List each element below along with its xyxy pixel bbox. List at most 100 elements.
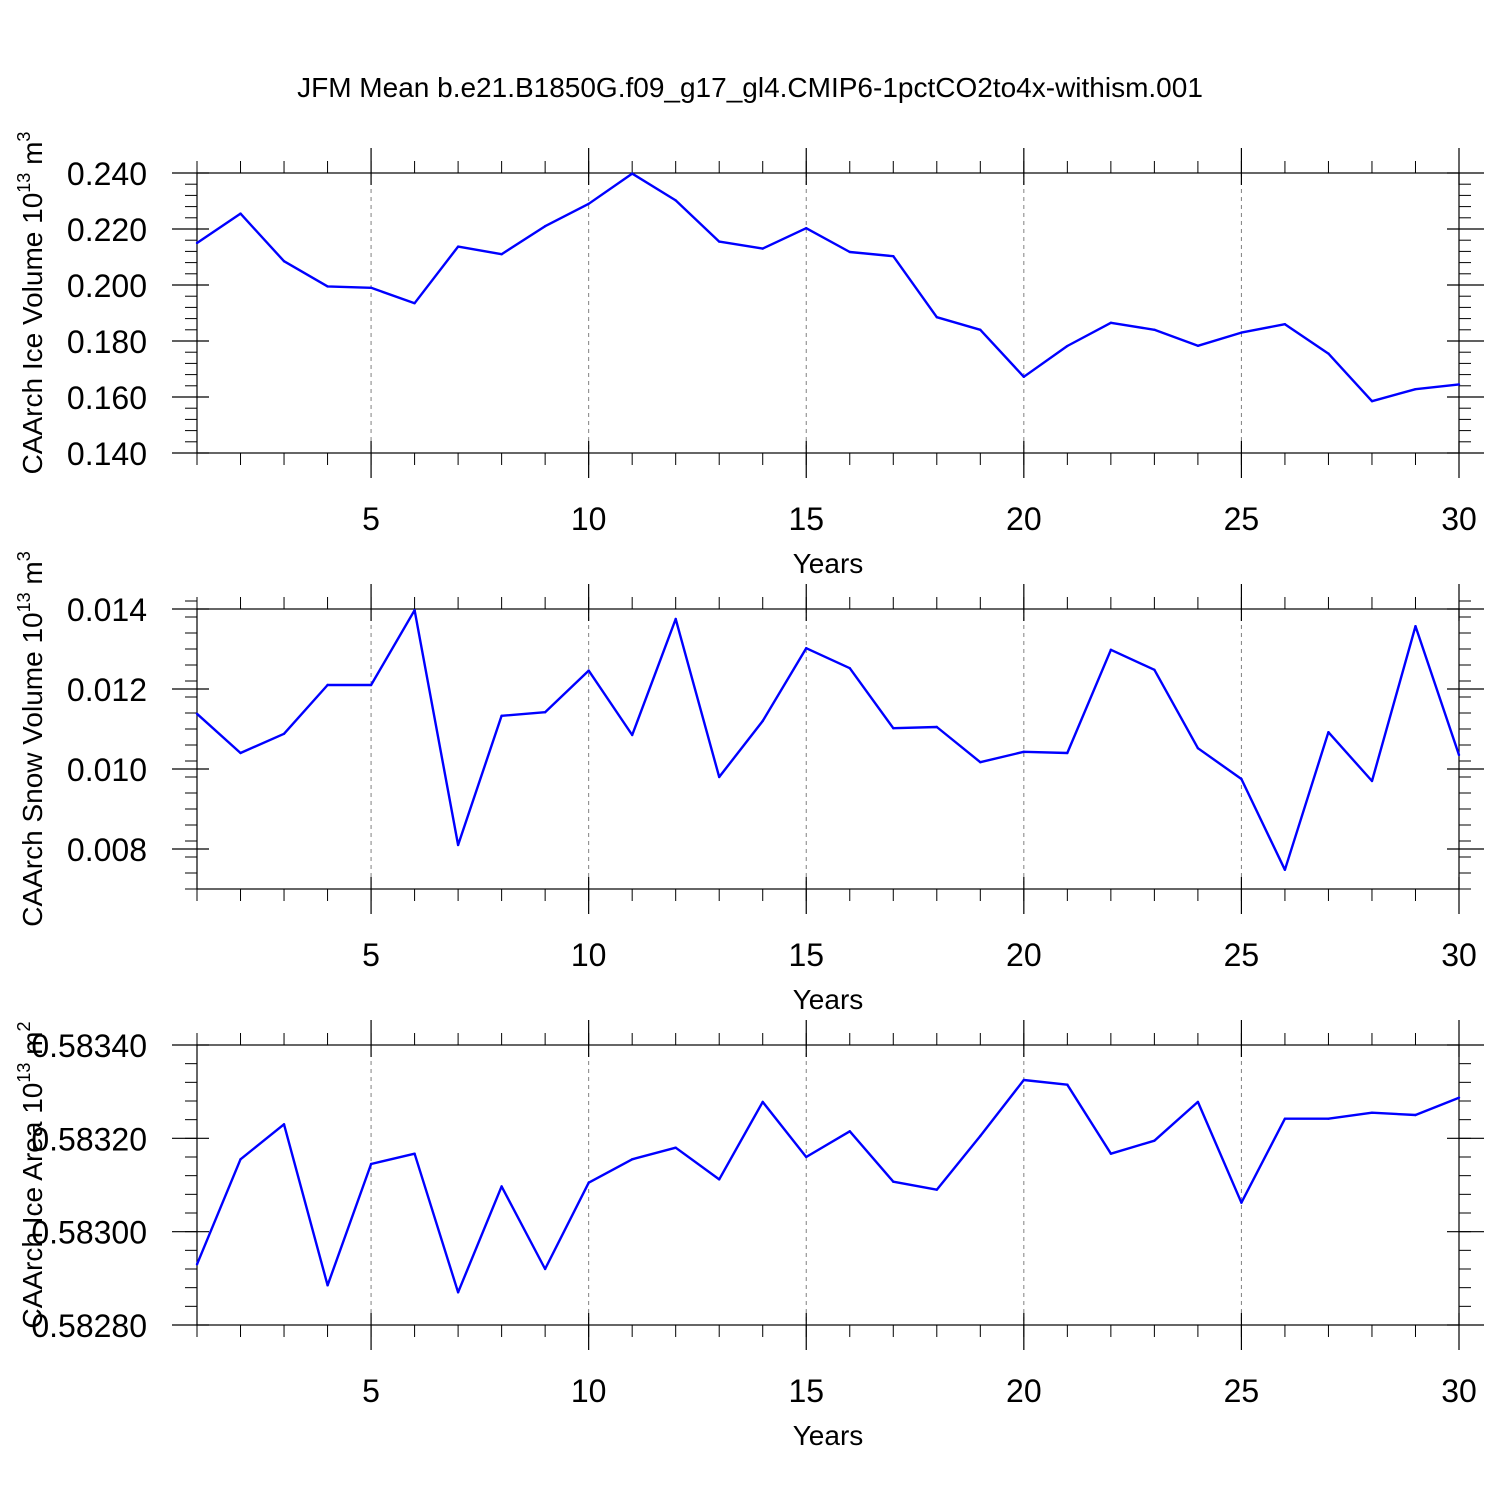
data-point [1370, 400, 1374, 403]
data-point [239, 1158, 242, 1161]
y-tick-label: 0.58320 [31, 1121, 147, 1157]
data-point [892, 1180, 895, 1183]
data-point [1283, 323, 1287, 326]
x-axis-label: Years [793, 984, 864, 1015]
y-tick-label: 0.012 [67, 672, 147, 708]
data-point [282, 732, 286, 735]
y-axis-label: CAArch Snow Volume 1013 m3 [14, 551, 48, 927]
data-point [1066, 344, 1069, 348]
data-point [413, 1152, 416, 1155]
data-point [1457, 753, 1461, 757]
x-tick-label: 15 [788, 501, 824, 537]
plot-frame [196, 608, 1460, 890]
data-point [1109, 321, 1113, 324]
data-point [1414, 387, 1417, 391]
x-tick-label: 15 [788, 937, 824, 973]
data-point [587, 669, 590, 672]
data-point [369, 286, 373, 289]
data-point [1414, 1113, 1417, 1117]
panel-1: 5 10 15 20 25 30 0.140 0.160 0.180 0.200 0.220 0.24… [14, 132, 1484, 579]
x-tick-label: 30 [1441, 501, 1477, 537]
data-point [718, 775, 721, 779]
data-point [543, 1267, 547, 1271]
data-point [326, 683, 329, 687]
y-tick-label: 0.010 [67, 752, 147, 788]
y-axis-label-unit-exponent: 3 [14, 132, 34, 142]
data-point [935, 725, 938, 729]
y-tick-label: 0.200 [67, 268, 147, 304]
y-tick-label: 0.220 [67, 212, 147, 248]
data-point [500, 1185, 503, 1188]
y-tick-label: 0.58280 [31, 1308, 147, 1344]
data-point [500, 253, 503, 256]
data-point [848, 250, 851, 254]
plot-frame [196, 1044, 1460, 1326]
data-point [195, 1263, 199, 1266]
data-series-line [196, 609, 1461, 871]
x-tick-label: 30 [1441, 1373, 1477, 1409]
x-tick-label: 25 [1224, 1373, 1260, 1409]
y-tick-label: 0.008 [67, 832, 147, 868]
x-tick-label: 10 [571, 501, 607, 537]
data-point [1240, 777, 1243, 781]
data-point [848, 667, 851, 670]
data-point [587, 202, 590, 205]
x-tick-label: 5 [362, 937, 380, 973]
data-point [1283, 1117, 1287, 1120]
y-axis-label-exponent: 13 [14, 592, 34, 612]
data-point [674, 1146, 677, 1149]
data-point [239, 212, 242, 215]
data-point [1457, 383, 1461, 386]
y-tick-label: 0.140 [67, 436, 147, 472]
data-point [456, 245, 460, 248]
data-point [543, 711, 547, 714]
y-axis-label-unit: m [17, 561, 48, 592]
data-point [892, 727, 895, 730]
y-tick-label: 0.180 [67, 324, 147, 360]
data-point [630, 172, 634, 175]
data-point [805, 226, 808, 230]
data-point [1109, 648, 1113, 651]
data-point [326, 285, 329, 288]
data-point [718, 1178, 721, 1181]
data-point [1196, 747, 1200, 750]
data-point [239, 751, 242, 755]
data-point [326, 1284, 329, 1287]
data-point [1022, 1078, 1026, 1082]
x-tick-label: 10 [571, 937, 607, 973]
y-axis-label-exponent: 13 [14, 1063, 34, 1083]
data-point [892, 254, 895, 258]
data-point [979, 328, 982, 331]
data-point [1240, 331, 1243, 334]
x-tick-label: 10 [571, 1373, 607, 1409]
data-point [1022, 375, 1026, 379]
figure-title: JFM Mean b.e21.B1850G.f09_g17_gl4.CMIP6-… [297, 72, 1203, 103]
data-point [630, 733, 634, 737]
y-axis-label-exponent: 13 [14, 173, 34, 193]
y-axis-label-text: CAArch Snow Volume 10 [17, 612, 48, 926]
x-tick-label: 5 [362, 501, 380, 537]
data-point [1196, 344, 1200, 347]
x-tick-label: 20 [1006, 937, 1042, 973]
data-point [282, 1123, 286, 1126]
panel-2: 5 10 15 20 25 30 0.008 0.010 0.012 0.014 Years CAAr… [14, 551, 1484, 1015]
data-point [456, 1291, 460, 1294]
data-point [587, 1181, 590, 1184]
data-point [1153, 668, 1156, 671]
data-point [805, 1155, 808, 1159]
data-point [935, 1188, 938, 1191]
data-point [935, 316, 938, 319]
data-point [1327, 352, 1330, 355]
y-tick-label: 0.58300 [31, 1215, 147, 1251]
y-axis-label: CAArch Ice Area 1013 m2 [14, 1021, 48, 1328]
data-point [761, 1100, 764, 1104]
data-point [1153, 328, 1156, 331]
data-series-line [196, 172, 1460, 403]
data-point [630, 1158, 634, 1161]
data-point [1022, 750, 1026, 753]
data-point [674, 199, 677, 202]
data-point [1370, 779, 1374, 783]
data-point [1240, 1201, 1243, 1204]
panel-3: 5 10 15 20 25 30 0.58280 0.58300 0.58320 0.58340 Y… [14, 1020, 1484, 1451]
